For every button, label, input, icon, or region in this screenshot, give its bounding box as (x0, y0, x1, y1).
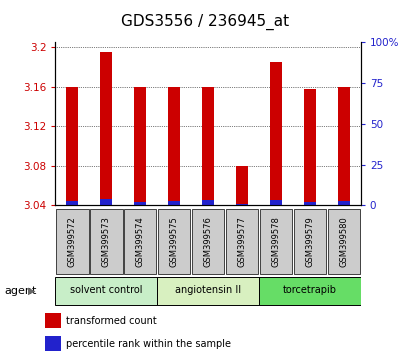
Bar (236, 166, 247, 204)
Bar (56, 209, 88, 274)
Text: GSM399578: GSM399578 (271, 216, 280, 267)
Text: GSM399573: GSM399573 (101, 216, 110, 267)
Bar (303, 202, 315, 205)
Bar (259, 209, 292, 274)
Bar (55, 276, 157, 305)
Bar (134, 202, 146, 205)
Text: GSM399576: GSM399576 (203, 216, 212, 267)
Bar (100, 199, 112, 205)
Text: torcetrapib: torcetrapib (282, 285, 336, 295)
Text: GSM399580: GSM399580 (339, 216, 348, 267)
Bar (202, 87, 213, 200)
Text: GSM399572: GSM399572 (67, 216, 76, 267)
Bar (270, 62, 281, 200)
Text: ▶: ▶ (28, 286, 35, 296)
Bar (303, 89, 315, 202)
Bar (337, 201, 349, 205)
Bar (293, 209, 326, 274)
Bar (45, 336, 61, 351)
Bar (45, 313, 61, 328)
Bar (66, 201, 78, 205)
Text: GSM399575: GSM399575 (169, 216, 178, 267)
Text: GSM399579: GSM399579 (305, 216, 314, 267)
Bar (90, 209, 122, 274)
Text: solvent control: solvent control (70, 285, 142, 295)
Bar (66, 87, 78, 201)
Bar (337, 87, 349, 201)
Text: GDS3556 / 236945_at: GDS3556 / 236945_at (121, 14, 288, 30)
Text: agent: agent (4, 286, 36, 296)
Text: percentile rank within the sample: percentile rank within the sample (66, 339, 231, 349)
Bar (134, 87, 146, 202)
Bar (157, 209, 190, 274)
Text: angiotensin II: angiotensin II (175, 285, 240, 295)
Text: GSM399574: GSM399574 (135, 216, 144, 267)
Bar (270, 200, 281, 205)
Bar (168, 87, 180, 201)
Bar (236, 204, 247, 205)
Bar (157, 276, 258, 305)
Text: transformed count: transformed count (66, 316, 157, 326)
Bar (191, 209, 224, 274)
Bar (202, 200, 213, 205)
Bar (258, 276, 360, 305)
Bar (225, 209, 258, 274)
Bar (327, 209, 359, 274)
Text: GSM399577: GSM399577 (237, 216, 246, 267)
Bar (168, 201, 180, 205)
Bar (100, 52, 112, 199)
Bar (124, 209, 156, 274)
